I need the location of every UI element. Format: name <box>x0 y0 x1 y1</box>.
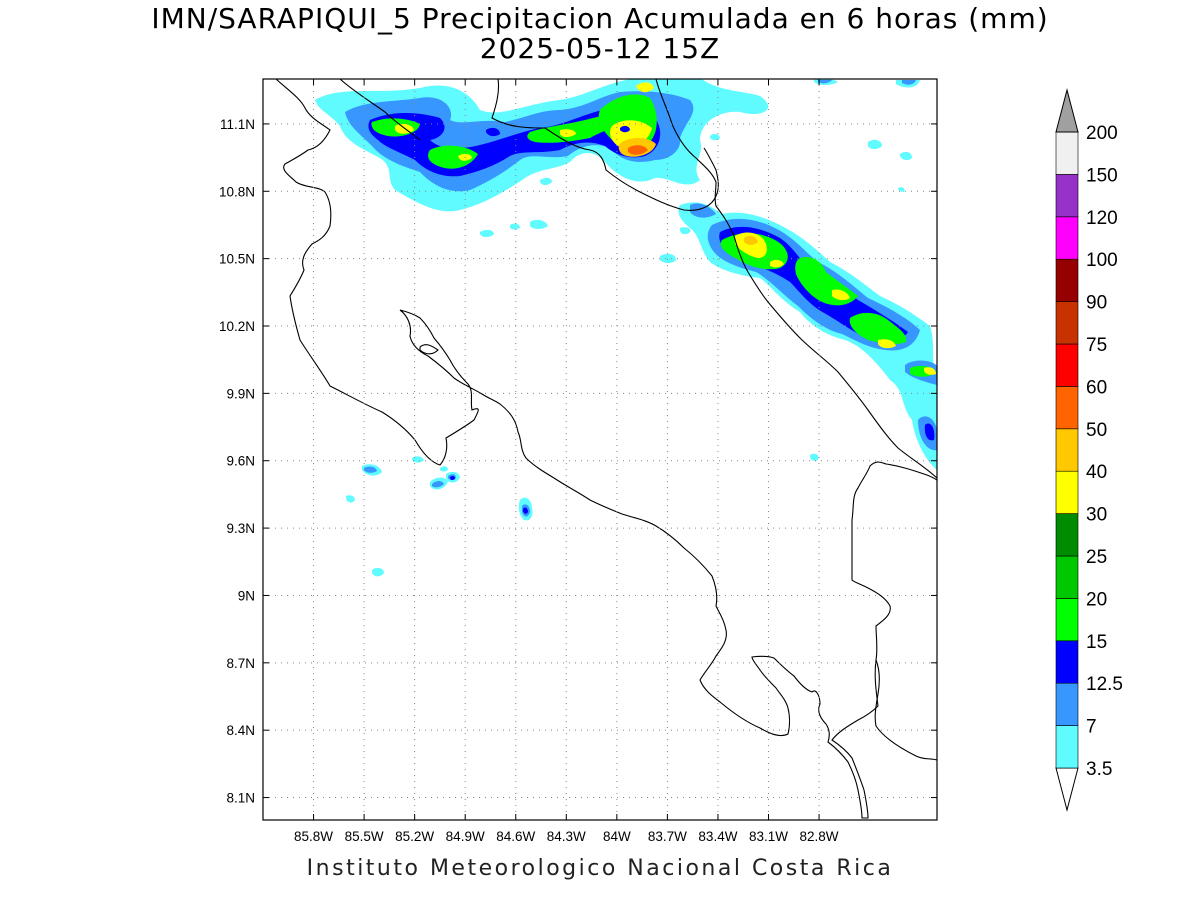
lon-tick-label: 85.8W <box>294 829 333 844</box>
lon-tick-label: 85.2W <box>395 829 434 844</box>
precip-area-north-green <box>371 94 657 169</box>
colorbar-swatch <box>1055 131 1079 175</box>
nicaragua-border <box>491 79 719 211</box>
colorbar-lower-arrow <box>1055 767 1079 812</box>
lat-tick-label: 8.1N <box>226 791 255 806</box>
lon-tick-label: 84.6W <box>496 829 535 844</box>
colorbar-level-label: 40 <box>1086 462 1107 483</box>
colorbar-level-label: 3.5 <box>1086 759 1112 780</box>
lon-tick-label: 84W <box>603 829 631 844</box>
colorbar-level-label: 12.5 <box>1086 674 1123 695</box>
colorbar-swatch <box>1055 174 1079 218</box>
lat-tick-label: 10.8N <box>219 184 255 199</box>
coastline-borders <box>275 79 937 819</box>
precip-area-north-orange <box>628 145 648 155</box>
colorbar-swatch <box>1055 216 1079 260</box>
latitude-ticks: 11.1N 10.8N 10.5N 10.2N 9.9N 9.6N 9.3N 9N 8.7N 8.… <box>219 117 937 806</box>
map-datetime: 2025-05-12 15Z <box>479 32 721 65</box>
lon-tick-label: 83.7W <box>648 829 687 844</box>
lat-tick-label: 9N <box>238 588 255 603</box>
map-frame <box>262 78 938 821</box>
lat-tick-label: 9.9N <box>226 386 255 401</box>
lon-tick-label: 84.9W <box>446 829 485 844</box>
colorbar-swatch <box>1055 682 1079 726</box>
pacific-coastline <box>275 79 937 819</box>
caribbean-coastline <box>655 79 937 479</box>
colorbar-swatch <box>1055 428 1079 472</box>
longitude-ticks: 85.8W 85.5W 85.2W 84.9W 84.6W 84.3W 84W 83.7W 83… <box>294 79 839 844</box>
lat-tick-label: 11.1N <box>220 117 255 132</box>
precip-area-caribbean-gold <box>744 235 758 245</box>
colorbar-level-label: 25 <box>1086 547 1107 568</box>
colorbar-level-label: 60 <box>1086 377 1107 398</box>
precip-area-caribbean-light <box>678 202 937 470</box>
colorbar-swatch <box>1055 725 1079 769</box>
colorbar-swatch <box>1055 598 1079 642</box>
colorbar-level-label: 30 <box>1086 505 1107 526</box>
panama-border <box>874 659 937 761</box>
nicoya-islands <box>419 344 439 355</box>
northwest-coast-extra <box>339 79 421 141</box>
graticule <box>263 79 937 820</box>
colorbar-level-label: 100 <box>1086 250 1118 271</box>
colorbar-level-label: 20 <box>1086 589 1107 610</box>
colorbar-level-label: 90 <box>1086 293 1107 314</box>
lon-tick-label: 82.8W <box>800 829 839 844</box>
colorbar-level-label: 120 <box>1086 208 1118 229</box>
lat-tick-label: 8.4N <box>226 723 255 738</box>
colorbar-level-label: 200 <box>1086 123 1118 144</box>
colorbar-swatch <box>1055 258 1079 302</box>
colorbar-level-label: 50 <box>1086 420 1107 441</box>
lon-tick-label: 84.3W <box>547 829 586 844</box>
lon-tick-label: 83.4W <box>698 829 737 844</box>
footer-credit: Instituto Meteorologico Nacional Costa R… <box>306 856 894 881</box>
colorbar-swatch <box>1055 470 1079 514</box>
colorbar-level-label: 75 <box>1086 335 1107 356</box>
colorbar-swatch <box>1055 555 1079 599</box>
map-title: IMN/SARAPIQUI_5 Precipitacion Acumulada … <box>151 2 1049 35</box>
lat-tick-label: 9.6N <box>226 454 255 469</box>
colorbar-level-label: 150 <box>1086 165 1118 186</box>
lat-tick-label: 10.5N <box>219 252 255 267</box>
precip-area-caribbean-yellow <box>735 232 936 375</box>
colorbar-upper-arrow <box>1055 88 1079 133</box>
colorbar-swatch <box>1055 343 1079 387</box>
lat-tick-label: 10.2N <box>219 319 255 334</box>
lat-tick-label: 8.7N <box>226 656 255 671</box>
lat-tick-label: 9.3N <box>226 521 255 536</box>
colorbar-level-label: 7 <box>1086 717 1097 738</box>
colorbar-legend: 3.5 7 12.5 15 20 25 30 40 50 60 75 90 100 120 150 200 <box>1055 88 1123 812</box>
colorbar-swatch <box>1055 513 1079 557</box>
colorbar-swatch <box>1055 386 1079 430</box>
lon-tick-label: 85.5W <box>345 829 384 844</box>
lon-tick-label: 83.1W <box>749 829 788 844</box>
colorbar-swatch <box>1055 301 1079 345</box>
precipitation-field <box>315 79 937 577</box>
colorbar-level-label: 15 <box>1086 632 1107 653</box>
colorbar-swatch <box>1055 640 1079 684</box>
